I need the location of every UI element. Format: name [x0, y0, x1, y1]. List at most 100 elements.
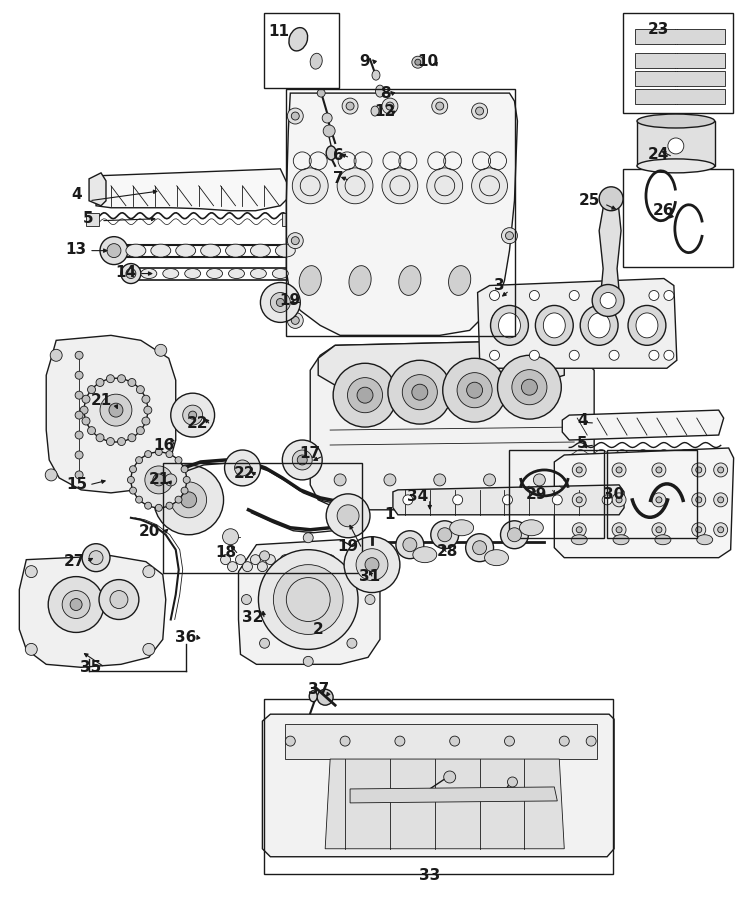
Circle shape	[127, 476, 134, 483]
Circle shape	[656, 497, 662, 503]
Circle shape	[609, 350, 619, 360]
Circle shape	[612, 463, 626, 477]
Circle shape	[234, 460, 250, 476]
Circle shape	[259, 550, 358, 650]
Text: 17: 17	[299, 446, 321, 462]
Circle shape	[500, 521, 528, 549]
Text: 2: 2	[313, 622, 324, 637]
Text: 22: 22	[233, 466, 255, 482]
Text: 5: 5	[577, 436, 588, 451]
Circle shape	[142, 395, 150, 403]
Circle shape	[471, 168, 508, 203]
Circle shape	[609, 291, 619, 301]
Text: 4: 4	[577, 412, 588, 427]
Circle shape	[692, 493, 705, 507]
Circle shape	[342, 98, 358, 114]
Polygon shape	[310, 340, 594, 509]
Circle shape	[80, 406, 88, 414]
Circle shape	[282, 440, 322, 480]
Text: 25: 25	[579, 194, 600, 208]
Polygon shape	[290, 245, 310, 256]
Circle shape	[718, 497, 724, 503]
Circle shape	[75, 411, 83, 419]
Circle shape	[142, 417, 150, 425]
Text: 8: 8	[379, 86, 391, 101]
Circle shape	[502, 495, 513, 505]
Ellipse shape	[309, 691, 317, 702]
Circle shape	[431, 521, 459, 549]
Circle shape	[450, 736, 459, 746]
Polygon shape	[554, 448, 734, 558]
Circle shape	[87, 385, 96, 393]
Bar	[635, 30, 725, 44]
Circle shape	[652, 493, 666, 507]
Circle shape	[118, 374, 125, 382]
Text: 19: 19	[280, 293, 301, 308]
Circle shape	[75, 451, 83, 459]
Circle shape	[75, 392, 83, 400]
Circle shape	[333, 364, 397, 428]
Circle shape	[656, 526, 662, 533]
Circle shape	[259, 638, 270, 648]
Ellipse shape	[536, 305, 574, 346]
Circle shape	[89, 551, 103, 564]
Ellipse shape	[250, 244, 270, 257]
Polygon shape	[562, 410, 724, 440]
Circle shape	[473, 541, 487, 554]
Circle shape	[310, 554, 320, 564]
Ellipse shape	[326, 146, 336, 160]
Circle shape	[436, 102, 444, 110]
Ellipse shape	[201, 244, 221, 257]
Ellipse shape	[450, 520, 473, 536]
Circle shape	[297, 455, 308, 465]
Circle shape	[508, 777, 517, 787]
Ellipse shape	[141, 268, 157, 278]
Circle shape	[276, 299, 285, 306]
Text: 11: 11	[268, 23, 289, 39]
Circle shape	[280, 554, 290, 564]
Circle shape	[107, 244, 121, 257]
Circle shape	[714, 463, 728, 477]
Circle shape	[100, 237, 128, 265]
Ellipse shape	[349, 266, 371, 295]
Circle shape	[508, 527, 522, 542]
Circle shape	[386, 102, 394, 110]
Text: 6: 6	[333, 148, 344, 164]
Circle shape	[107, 374, 114, 382]
Circle shape	[75, 431, 83, 439]
Bar	[265, 14, 339, 88]
Circle shape	[696, 526, 702, 533]
Bar	[265, 699, 613, 874]
Circle shape	[302, 562, 312, 572]
Ellipse shape	[448, 266, 471, 295]
Circle shape	[165, 474, 177, 486]
Circle shape	[652, 463, 666, 477]
Circle shape	[143, 644, 155, 655]
Circle shape	[250, 554, 260, 564]
Ellipse shape	[207, 268, 222, 278]
Circle shape	[100, 394, 132, 426]
Bar	[637, 121, 715, 166]
Polygon shape	[599, 193, 621, 305]
Text: 27: 27	[64, 554, 84, 569]
Circle shape	[75, 471, 83, 479]
Circle shape	[291, 112, 299, 120]
Bar	[635, 71, 725, 86]
Circle shape	[365, 595, 375, 605]
Circle shape	[118, 437, 125, 446]
Circle shape	[602, 495, 612, 505]
Circle shape	[288, 108, 303, 124]
Circle shape	[292, 168, 328, 203]
Circle shape	[616, 526, 622, 533]
Circle shape	[107, 437, 114, 446]
Circle shape	[130, 465, 136, 472]
Circle shape	[222, 529, 239, 544]
Circle shape	[25, 644, 37, 655]
Circle shape	[285, 736, 295, 746]
Circle shape	[128, 434, 136, 442]
Polygon shape	[295, 267, 312, 280]
Circle shape	[586, 736, 597, 746]
Circle shape	[288, 562, 297, 572]
Circle shape	[136, 456, 142, 464]
Text: 19: 19	[337, 539, 359, 554]
